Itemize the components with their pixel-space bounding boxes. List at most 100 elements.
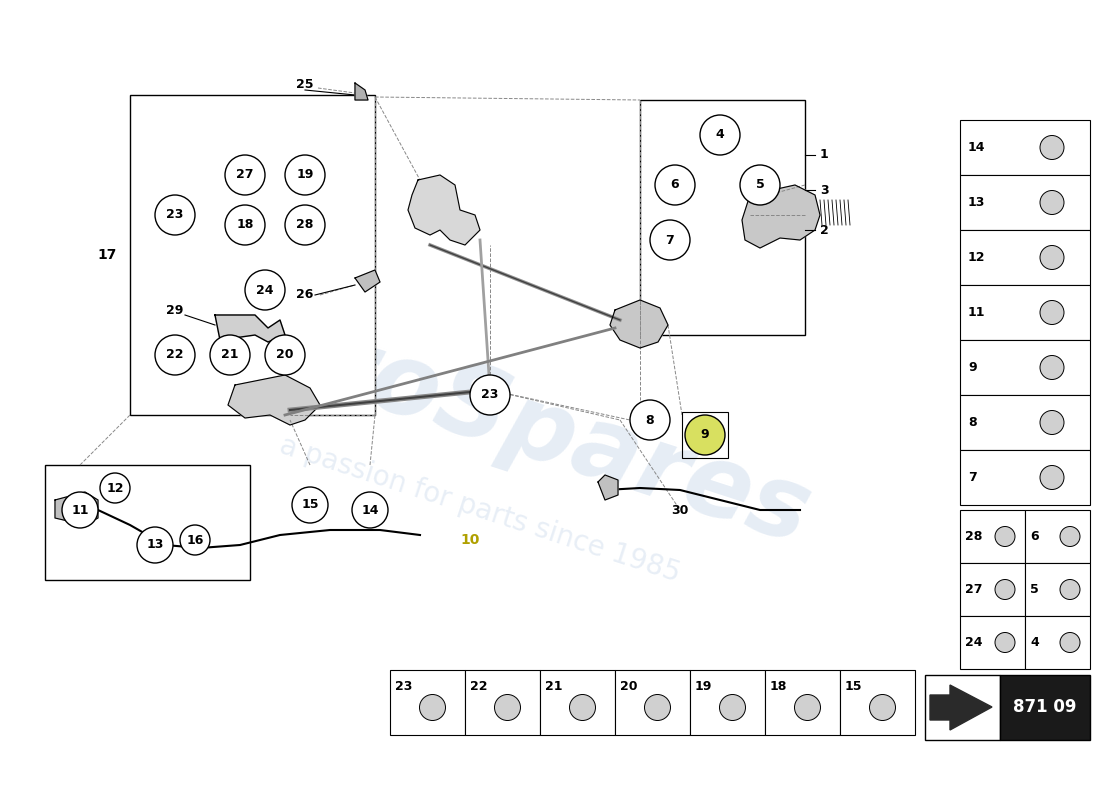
Text: 15: 15 (845, 680, 862, 693)
Circle shape (155, 335, 195, 375)
Circle shape (650, 220, 690, 260)
Polygon shape (930, 685, 992, 730)
Text: 15: 15 (301, 498, 319, 511)
Text: 20: 20 (276, 349, 294, 362)
Text: 12: 12 (107, 482, 123, 494)
Polygon shape (408, 175, 480, 245)
Circle shape (62, 492, 98, 528)
Circle shape (740, 165, 780, 205)
Text: 11: 11 (72, 503, 89, 517)
Bar (960, 616, 1025, 669)
Bar (960, 395, 1090, 450)
Bar (465, 670, 540, 735)
Bar (615, 670, 690, 735)
Circle shape (419, 694, 446, 721)
Bar (690, 670, 764, 735)
Circle shape (1060, 526, 1080, 546)
Circle shape (180, 525, 210, 555)
Polygon shape (742, 185, 820, 248)
Text: 22: 22 (470, 680, 487, 693)
Text: 26: 26 (296, 289, 314, 302)
Text: 22: 22 (166, 349, 184, 362)
Bar (840, 670, 915, 735)
Circle shape (285, 205, 324, 245)
Circle shape (996, 633, 1015, 653)
Text: 3: 3 (820, 183, 828, 197)
Text: 14: 14 (361, 503, 378, 517)
Bar (764, 670, 840, 735)
Bar (1025, 563, 1090, 616)
Text: 9: 9 (701, 429, 710, 442)
Text: 18: 18 (236, 218, 254, 231)
Text: 21: 21 (544, 680, 562, 693)
Polygon shape (55, 492, 98, 525)
Bar (925, 675, 1000, 740)
Circle shape (996, 526, 1015, 546)
Text: 28: 28 (296, 218, 314, 231)
Circle shape (226, 205, 265, 245)
Text: 8: 8 (968, 416, 977, 429)
Bar (960, 563, 1025, 616)
Circle shape (654, 165, 695, 205)
Text: 6: 6 (1030, 530, 1038, 543)
Circle shape (630, 400, 670, 440)
Text: 16: 16 (186, 534, 204, 546)
Polygon shape (355, 270, 380, 292)
Circle shape (245, 270, 285, 310)
Bar (1025, 510, 1090, 563)
Circle shape (685, 415, 725, 455)
Text: 11: 11 (968, 306, 986, 319)
Bar (1025, 616, 1090, 669)
Circle shape (1040, 135, 1064, 159)
Text: 7: 7 (968, 471, 977, 484)
Text: 5: 5 (756, 178, 764, 191)
Bar (1000, 675, 1090, 740)
Circle shape (352, 492, 388, 528)
Polygon shape (598, 475, 618, 500)
Bar (640, 100, 805, 335)
Text: 23: 23 (482, 389, 498, 402)
Circle shape (292, 487, 328, 523)
Bar (960, 230, 1090, 285)
Circle shape (100, 473, 130, 503)
Polygon shape (228, 375, 320, 425)
Circle shape (645, 694, 671, 721)
Bar (960, 450, 1090, 505)
Text: 19: 19 (695, 680, 713, 693)
Circle shape (719, 694, 746, 721)
Bar (960, 340, 1090, 395)
Text: 2: 2 (820, 223, 828, 237)
Text: 9: 9 (968, 361, 977, 374)
Polygon shape (355, 83, 368, 100)
Text: 13: 13 (146, 538, 164, 551)
Text: 8: 8 (646, 414, 654, 426)
Text: 4: 4 (1030, 636, 1038, 649)
Circle shape (155, 195, 195, 235)
Text: 23: 23 (395, 680, 412, 693)
Text: 20: 20 (620, 680, 638, 693)
Circle shape (1040, 301, 1064, 325)
Bar (540, 670, 615, 735)
Text: 5: 5 (1030, 583, 1038, 596)
Circle shape (495, 694, 520, 721)
Bar (682, 412, 728, 458)
Circle shape (794, 694, 821, 721)
Polygon shape (214, 315, 285, 342)
Circle shape (285, 155, 324, 195)
Bar (960, 175, 1090, 230)
Text: 23: 23 (166, 209, 184, 222)
Circle shape (1060, 579, 1080, 599)
Text: euroSpares: euroSpares (178, 274, 822, 566)
Bar (960, 120, 1090, 175)
Circle shape (470, 375, 510, 415)
Text: 29: 29 (166, 303, 184, 317)
Text: 6: 6 (671, 178, 680, 191)
Text: 13: 13 (968, 196, 986, 209)
Polygon shape (610, 300, 668, 348)
Text: 1: 1 (820, 149, 828, 162)
Text: 14: 14 (968, 141, 986, 154)
Text: 27: 27 (965, 583, 982, 596)
Circle shape (1060, 633, 1080, 653)
Text: 27: 27 (236, 169, 254, 182)
Text: 7: 7 (666, 234, 674, 246)
